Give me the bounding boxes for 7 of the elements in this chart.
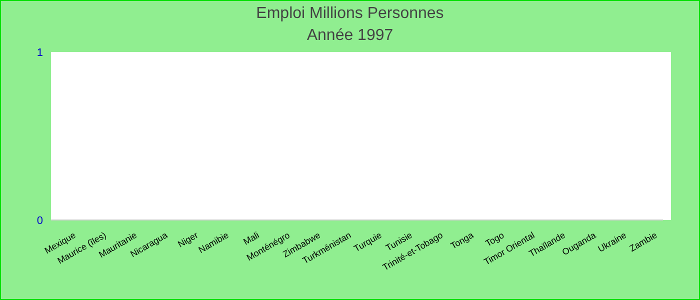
y-tick-label: 0 [36,214,43,227]
x-tick-label: Niger [176,230,200,250]
y-tick-label: 1 [36,46,43,59]
x-tick-label: Tonga [448,230,476,251]
x-tick-label: Togo [484,230,506,248]
chart-subtitle: Année 1997 [306,27,394,45]
chart-title: Emploi Millions Personnes [255,5,445,23]
